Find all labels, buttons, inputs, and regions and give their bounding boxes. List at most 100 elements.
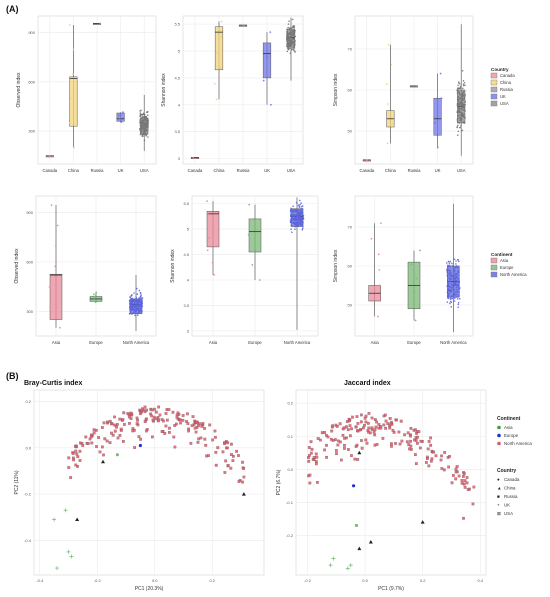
data-point xyxy=(447,281,450,283)
data-point xyxy=(207,212,209,215)
x-tick-label: 0.0 xyxy=(152,578,158,583)
data-point xyxy=(265,55,268,58)
data-point xyxy=(449,278,452,280)
data-point xyxy=(286,37,288,40)
legend-swatch-russia xyxy=(490,86,498,93)
data-point xyxy=(297,212,300,214)
plot-frame xyxy=(295,389,487,576)
sample-point xyxy=(465,476,469,479)
sample-point xyxy=(95,445,98,448)
sample-point xyxy=(187,429,190,433)
data-point xyxy=(287,46,290,48)
data-point xyxy=(141,310,143,313)
data-point xyxy=(122,111,124,114)
x-tick-label: UK xyxy=(264,168,270,173)
sample-point xyxy=(175,422,178,426)
sample-point xyxy=(360,413,363,417)
data-point xyxy=(462,108,464,111)
sample-point xyxy=(108,441,112,445)
data-point xyxy=(455,273,457,276)
data-point xyxy=(286,43,289,46)
data-point xyxy=(448,269,451,272)
data-point xyxy=(460,113,463,116)
sample-point xyxy=(318,438,322,442)
data-point xyxy=(454,297,456,299)
data-point xyxy=(216,51,218,54)
data-point xyxy=(291,231,293,234)
sample-point xyxy=(71,452,75,455)
x-tick-label: China xyxy=(68,168,80,173)
sample-point xyxy=(443,451,447,454)
sample-uk xyxy=(55,566,59,571)
data-point xyxy=(299,215,302,217)
y-tick-label: 300 xyxy=(26,309,33,314)
data-point xyxy=(58,326,61,329)
sample-point xyxy=(356,458,360,461)
data-point xyxy=(248,218,251,221)
data-point xyxy=(452,294,455,296)
data-point xyxy=(291,43,294,45)
data-point xyxy=(452,285,454,287)
sample-point xyxy=(118,417,122,421)
sample-point xyxy=(78,459,82,462)
data-point xyxy=(295,216,298,219)
data-point xyxy=(415,277,418,280)
data-point xyxy=(449,302,451,305)
data-point xyxy=(457,258,459,261)
sample-point xyxy=(143,405,147,409)
sample-point xyxy=(309,451,313,455)
data-point xyxy=(457,283,460,286)
sample-point xyxy=(403,433,406,437)
data-point xyxy=(301,213,304,215)
data-point xyxy=(456,89,458,92)
data-point xyxy=(292,222,294,224)
y-tick-label: -0.2 xyxy=(24,492,32,497)
data-point xyxy=(131,293,133,296)
data-point xyxy=(451,262,453,265)
sample-point xyxy=(373,418,377,422)
data-point xyxy=(463,81,466,84)
y-tick-label: 60 xyxy=(348,88,353,93)
y-tick-label: 600 xyxy=(26,259,33,264)
sample-point xyxy=(193,426,197,430)
sample-point xyxy=(226,441,230,445)
data-point xyxy=(460,124,462,127)
sample-point xyxy=(237,454,240,457)
sample-point xyxy=(406,431,410,435)
legend-label-russia: Russia xyxy=(500,87,513,92)
sample-point xyxy=(75,452,79,456)
sample-point xyxy=(195,421,199,425)
data-point xyxy=(447,290,449,292)
data-point xyxy=(460,107,463,110)
sample-point xyxy=(230,442,233,446)
data-point xyxy=(99,22,102,25)
data-point xyxy=(457,81,460,84)
data-point xyxy=(464,103,467,106)
data-point xyxy=(410,263,413,266)
sample-point xyxy=(414,462,418,466)
y-axis-label: PC2 (11%) xyxy=(14,470,20,494)
data-point xyxy=(138,289,141,292)
sample-canada xyxy=(138,443,142,448)
sample-point xyxy=(360,446,364,450)
sample-point xyxy=(454,470,458,474)
sample-point xyxy=(407,443,411,447)
data-point xyxy=(139,303,142,306)
data-point xyxy=(290,31,292,33)
data-point xyxy=(129,296,131,298)
sample-point xyxy=(221,450,225,454)
sample-point xyxy=(140,410,143,414)
sample-point xyxy=(353,457,357,461)
data-point xyxy=(292,43,295,45)
sample-point xyxy=(394,442,397,445)
data-point xyxy=(460,96,462,99)
sample-point xyxy=(122,423,126,426)
data-point xyxy=(139,309,142,312)
sample-point xyxy=(356,422,360,425)
data-point xyxy=(141,117,143,120)
data-point xyxy=(378,300,380,302)
x-tick-label: -0.4 xyxy=(36,578,44,583)
data-point xyxy=(439,72,442,75)
data-point xyxy=(291,35,294,37)
